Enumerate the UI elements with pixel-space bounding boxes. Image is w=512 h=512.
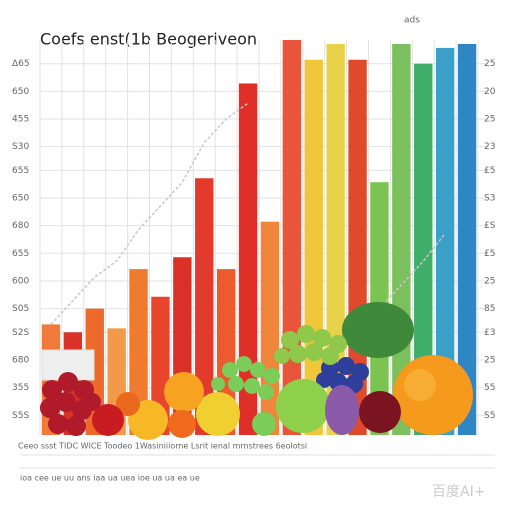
- y2-tick-label: 25: [484, 59, 495, 69]
- y-tick-label: 600: [12, 276, 29, 286]
- y-tick-label: S5S: [12, 411, 29, 421]
- bar: [457, 43, 477, 435]
- bar: [435, 47, 455, 436]
- y2-tick-label: £5: [484, 166, 495, 176]
- y2-tick-label: £3: [484, 328, 495, 338]
- y-tick-label: 680: [12, 355, 29, 365]
- y2-tick-label: S3: [484, 194, 495, 204]
- y2-tick-label: 23: [484, 142, 495, 152]
- y-tick-label: Δ65: [12, 59, 30, 69]
- y2-tick-label: S5: [484, 411, 495, 421]
- trend-line: [378, 233, 446, 310]
- y-tick-label: 655: [12, 249, 29, 259]
- bar: [195, 178, 214, 435]
- y-tick-label: 650: [12, 194, 29, 204]
- corner-label: ads: [404, 16, 420, 26]
- chart-title: Coefs enst(1b Beogeriveon: [40, 30, 257, 49]
- y-tick-label: 355: [12, 383, 29, 393]
- watermark: 百度AI+: [432, 484, 485, 500]
- y2-tick-label: 85: [484, 304, 495, 314]
- y2-tick-label: 25: [484, 115, 495, 125]
- bar: [282, 40, 302, 435]
- bar: [129, 269, 148, 435]
- y2-tick-label: 25: [484, 355, 495, 365]
- y2-tick-label: £S: [484, 221, 496, 231]
- y-tick-label: 650: [12, 87, 29, 97]
- bar: [151, 296, 170, 435]
- footer-text: ioa cee ue uu ans iaa ua uea ioe ua ua e…: [20, 474, 200, 483]
- y-tick-label: 655: [12, 166, 29, 176]
- y-tick-label: 455: [12, 115, 29, 125]
- y-tick-label: 680: [12, 221, 29, 231]
- y-tick-label: S05: [12, 304, 29, 314]
- bar: [238, 83, 258, 435]
- bar: [414, 63, 433, 435]
- footer-text: Ceeo ssst TIDC WICE Toodeo 1Wasiniiiorne…: [18, 442, 307, 451]
- y2-tick-label: 25: [484, 276, 495, 286]
- y-tick-label: S30: [12, 142, 29, 152]
- y-tick-label: S2S: [12, 328, 29, 338]
- y2-tick-label: £5: [484, 249, 495, 259]
- trend-line: [50, 102, 249, 325]
- y2-tick-label: 20: [484, 87, 496, 97]
- y2-tick-label: 55: [484, 383, 495, 393]
- fruit-illustration: [40, 302, 473, 440]
